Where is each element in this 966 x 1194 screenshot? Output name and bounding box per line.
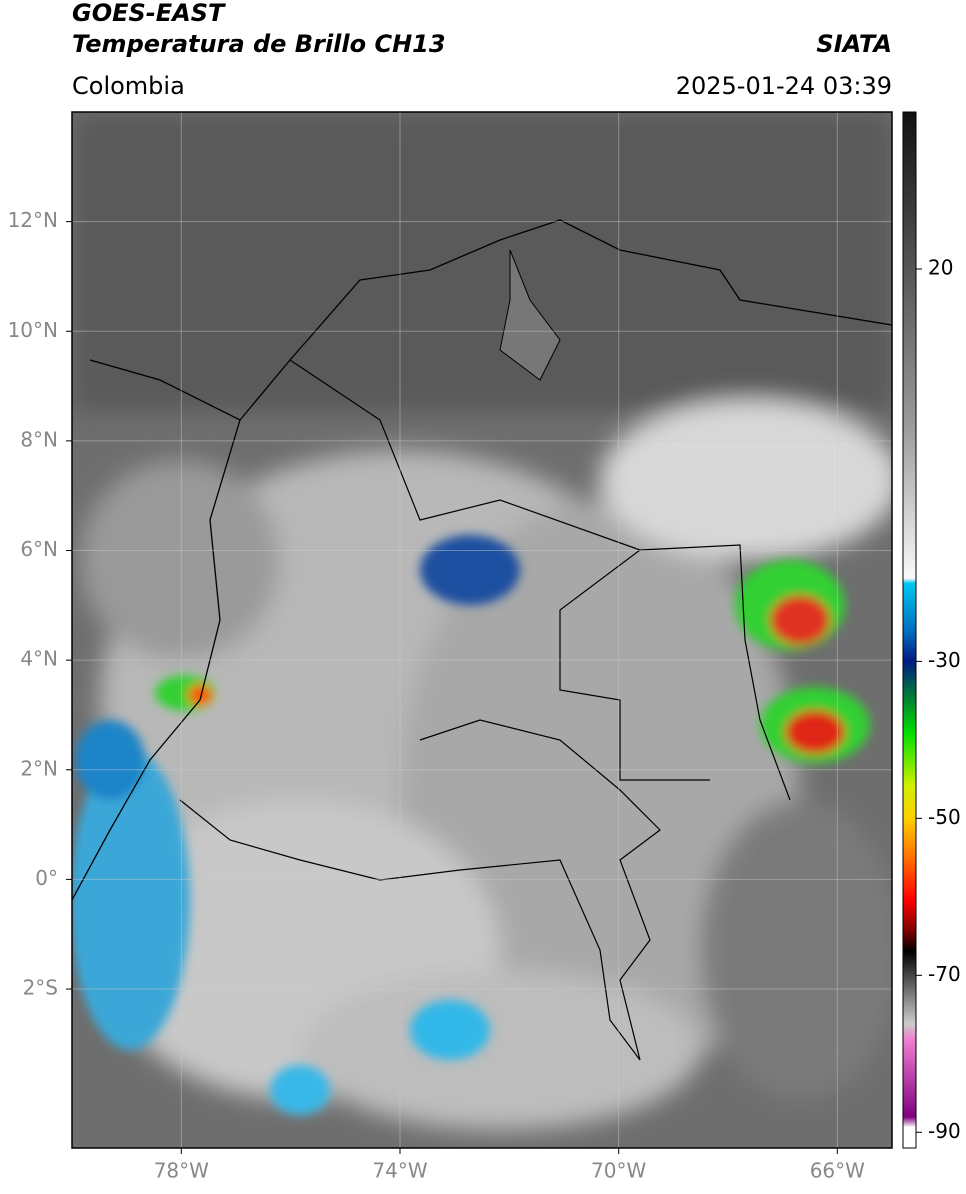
- title: GOES-EAST: [72, 0, 226, 27]
- x-tick-label: 70°W: [591, 1159, 646, 1183]
- colorbar-tick-label: 20: [928, 255, 953, 279]
- y-tick-label: 4°N: [20, 647, 58, 671]
- map-frame: [71, 111, 893, 1149]
- y-tick-label: 2°S: [23, 976, 58, 1000]
- x-tick-label: 74°W: [372, 1159, 427, 1183]
- colorbar: [902, 111, 917, 1149]
- satellite-image: [72, 112, 892, 1148]
- grid: [72, 112, 892, 1148]
- y-tick-label: 8°N: [20, 427, 58, 451]
- colorbar-tick-label: -90: [928, 1119, 961, 1143]
- subtitle: Temperatura de Brillo CH13: [72, 30, 446, 58]
- x-tick-label: 66°W: [810, 1159, 865, 1183]
- colorbar-tick-label: -70: [928, 962, 961, 986]
- timestamp: 2025-01-24 03:39: [676, 72, 892, 100]
- source: SIATA: [816, 30, 892, 58]
- y-tick-label: 6°N: [20, 537, 58, 561]
- y-tick-label: 2°N: [20, 756, 58, 780]
- colorbar-tick-label: -50: [928, 805, 961, 829]
- y-tick-label: 10°N: [8, 318, 58, 342]
- colorbar-tick-label: -30: [928, 648, 961, 672]
- y-tick-label: 12°N: [8, 208, 58, 232]
- region: Colombia: [72, 72, 185, 100]
- y-tick-label: 0°: [35, 866, 58, 890]
- x-tick-label: 78°W: [154, 1159, 209, 1183]
